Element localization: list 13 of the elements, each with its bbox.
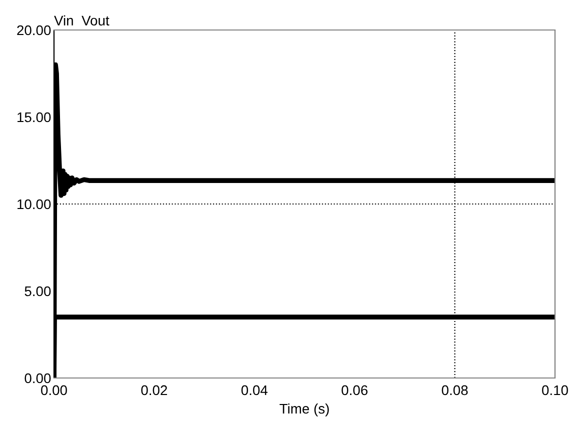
x-tick-label: 0.08 bbox=[442, 385, 468, 396]
y-tick-label: 10.00 bbox=[18, 199, 51, 210]
y-tick-label: 15.00 bbox=[18, 112, 51, 122]
y-tick-label: 20.00 bbox=[17, 25, 51, 36]
x-tick-label: 0.04 bbox=[241, 385, 268, 396]
y-axis-title: Vin Vout bbox=[54, 15, 110, 26]
y-tick-label: 0.00 bbox=[24, 373, 51, 384]
x-tick-label: 0.00 bbox=[41, 385, 67, 396]
x-axis-title: Time (s) bbox=[280, 403, 329, 416]
x-tick-label: 0.10 bbox=[542, 385, 568, 396]
x-tick-label: 0.02 bbox=[141, 385, 168, 396]
x-tick-label: 0.06 bbox=[342, 385, 368, 396]
y-tick-label: 5.00 bbox=[24, 286, 51, 296]
